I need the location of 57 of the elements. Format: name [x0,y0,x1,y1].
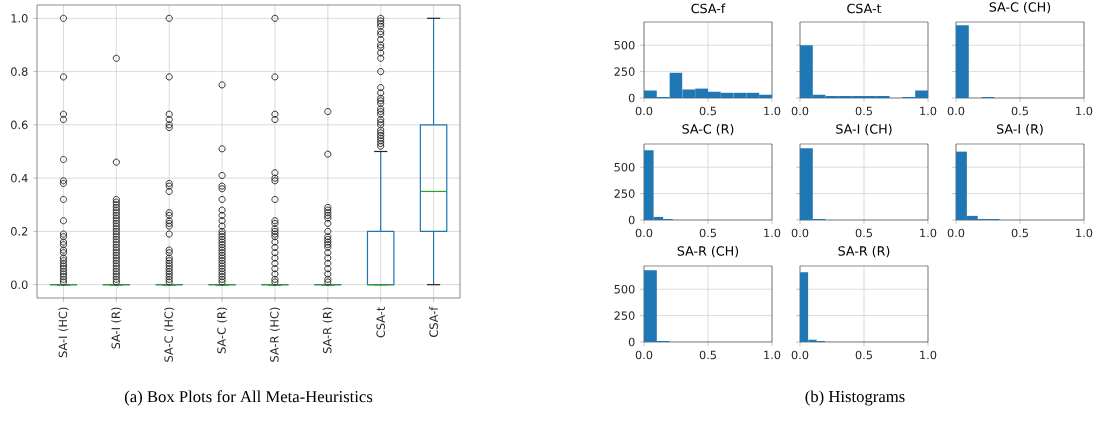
y-tick-label: 250 [614,311,635,320]
x-tick-label: 0.5 [699,350,717,360]
x-tick-label: 1.0 [764,106,781,116]
y-tick-label: 500 [614,284,635,294]
x-tick-label: SA-R (HC) [269,307,280,362]
chart-title: SA-R (R) [838,245,890,258]
y-tick-label: 0 [628,337,635,347]
y-tick-label: 250 [614,189,635,198]
y-tick-label: 500 [614,162,635,172]
x-tick-label: 0.5 [1011,106,1028,116]
x-tick-label: 1.0 [1076,106,1093,116]
x-tick-label: 0.0 [635,106,653,116]
y-tick-label: 250 [614,67,635,76]
chart-title: SA-C (CH) [989,1,1051,14]
x-tick-label: SA-I (R) [111,307,122,349]
x-tick-label: 0.5 [855,350,873,360]
y-tick-label: 0.6 [11,120,28,130]
x-tick-label: 1.0 [764,350,781,360]
text: (b) Histograms [805,390,905,406]
y-tick-label: 0.4 [11,173,28,183]
y-tick-label: 0.2 [11,227,28,236]
x-tick-label: 0.5 [855,228,873,238]
x-tick-label: 0.0 [635,350,653,360]
x-tick-label: 0.5 [699,106,717,116]
chart-title: SA-I (CH) [836,123,892,136]
text: (a) Box Plots for All Meta-Heuristics [124,390,373,406]
x-tick-label: 0.0 [947,228,965,238]
chart-title: SA-C (R) [682,123,734,136]
chart-title: CSA-t [847,3,882,14]
x-tick-label: 1.0 [920,350,937,360]
x-tick-label: 0.0 [791,106,809,116]
chart-title: CSA-f [691,3,726,14]
x-tick-label: 0.5 [1011,228,1028,238]
x-tick-label: 0.0 [791,228,809,238]
x-tick-label: SA-I (HC) [58,307,69,358]
x-tick-label: 0.0 [635,228,653,238]
x-tick-label: 1.0 [920,228,937,238]
x-tick-label: 1.0 [1076,228,1093,238]
x-tick-label: CSA-t [376,306,385,338]
y-tick-label: 500 [614,40,635,50]
y-tick-label: 1.0 [11,14,28,23]
x-tick-label: 0.0 [791,350,809,360]
y-tick-label: 0 [628,93,635,103]
chart-title: SA-R (CH) [677,245,739,258]
x-tick-label: 0.5 [699,228,717,238]
x-tick-label: 1.0 [920,106,937,116]
x-tick-label: 1.0 [764,228,781,238]
y-tick-label: 0.8 [11,67,28,76]
x-tick-label: 0.5 [855,106,873,116]
x-tick-label: CSA-f [429,306,438,337]
x-tick-label: SA-R (R) [322,307,333,354]
y-tick-label: 0.0 [11,280,28,289]
x-tick-label: SA-C (R) [217,307,228,354]
y-tick-label: 0 [628,215,635,225]
x-tick-label: SA-C (HC) [164,307,175,362]
chart-title: SA-I (R) [996,123,1043,136]
x-tick-label: 0.0 [947,106,965,116]
